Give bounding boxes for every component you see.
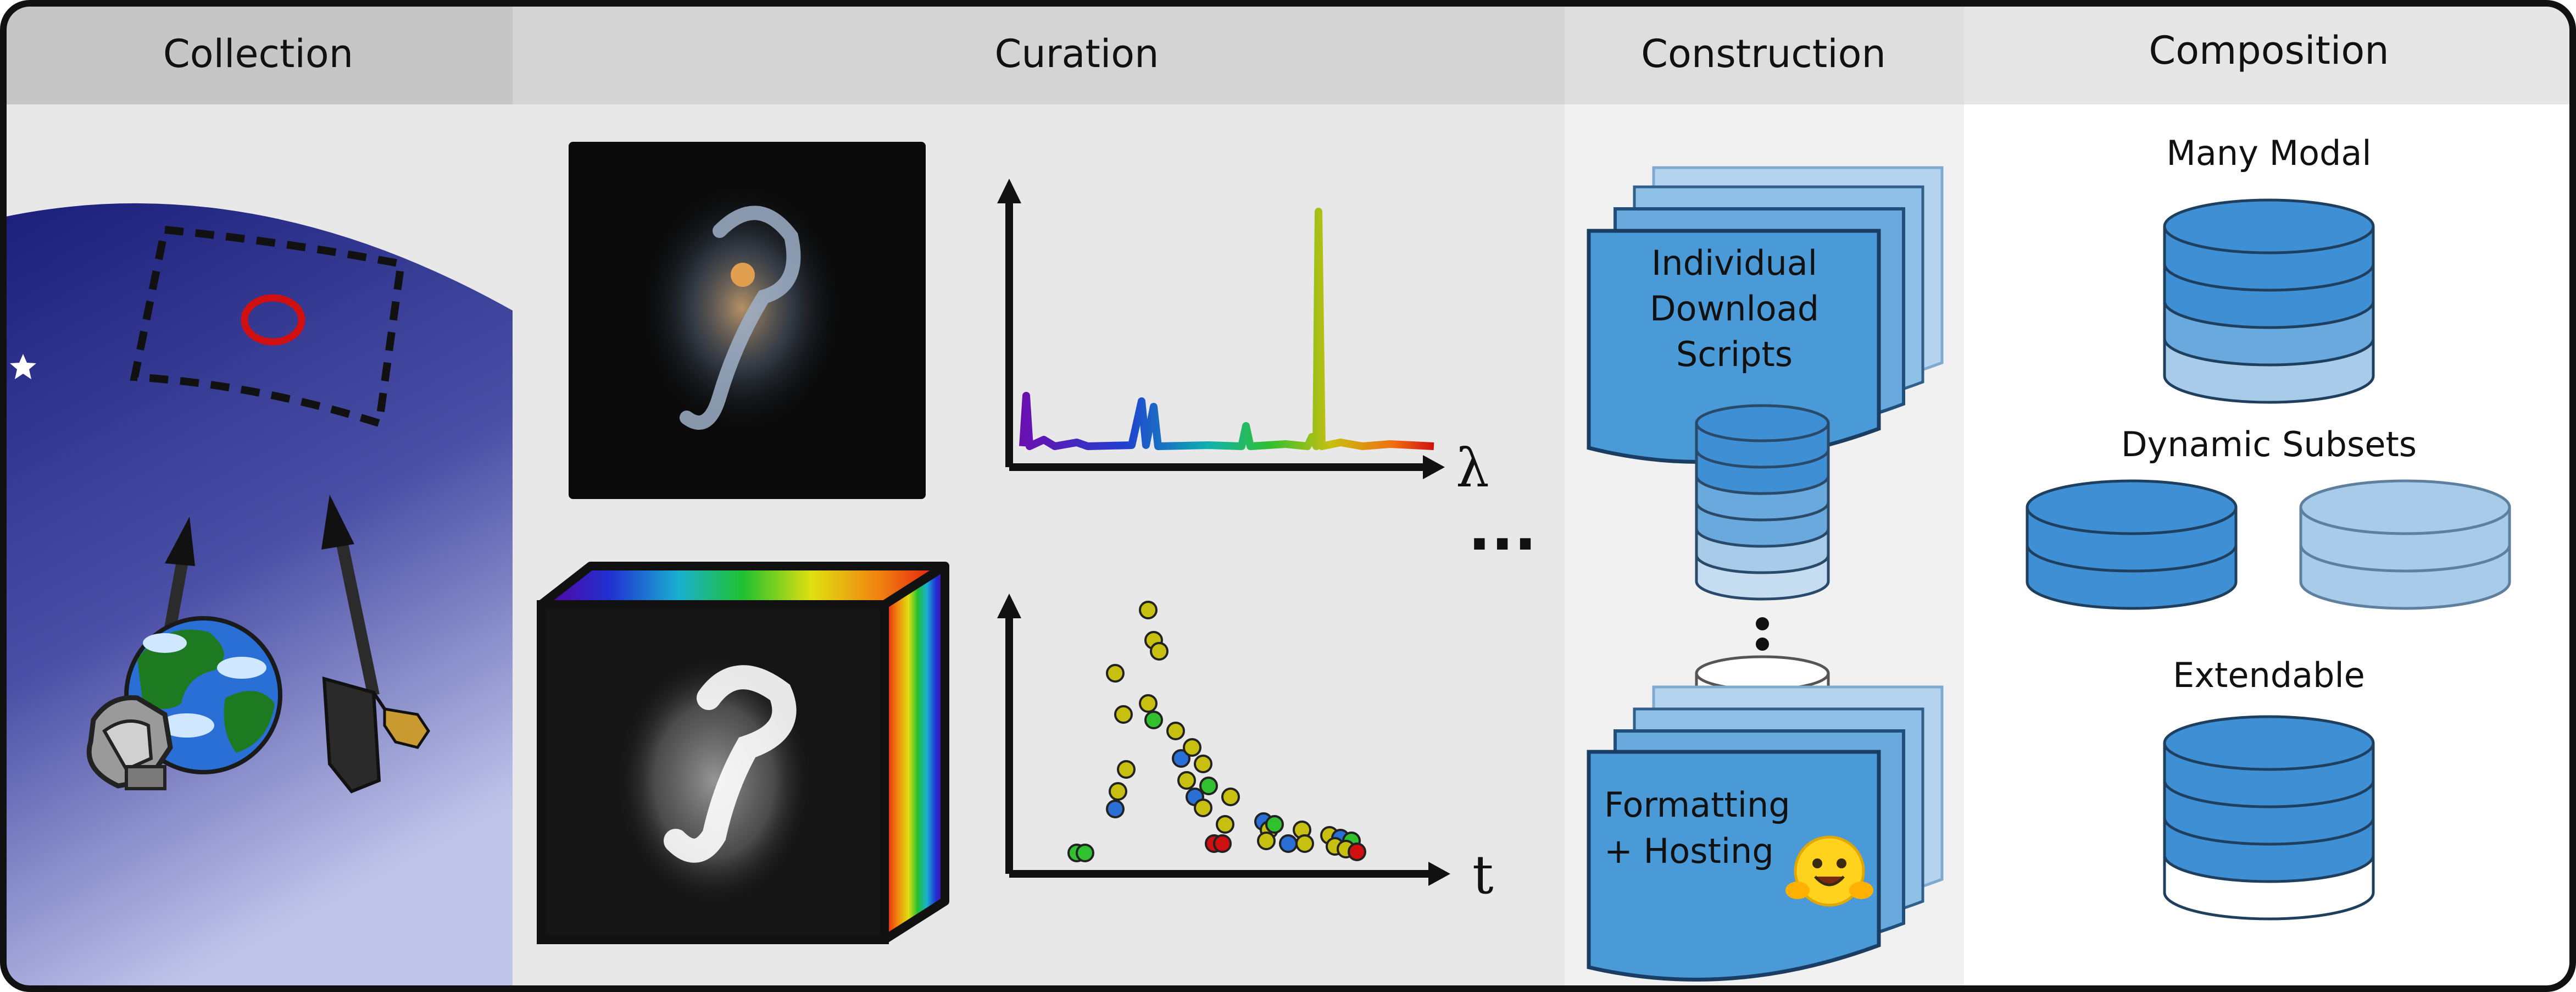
composition-header-bar xyxy=(1964,3,2573,104)
lightcurve-point xyxy=(1177,771,1196,790)
galaxy-image-icon xyxy=(569,142,926,499)
database-disk xyxy=(1695,404,1830,442)
lightcurve-point xyxy=(1257,832,1276,850)
curation-header-bar xyxy=(513,3,1565,104)
lightcurve-plot: t xyxy=(997,594,1494,906)
extendable-database xyxy=(2163,715,2375,921)
lightcurve-point xyxy=(1194,755,1212,773)
many-modal-database xyxy=(2163,198,2375,404)
lightcurve-point xyxy=(1279,834,1298,853)
datacube-icon xyxy=(537,562,949,944)
lightcurve-point xyxy=(1199,777,1218,795)
lightcurve-point xyxy=(1166,722,1185,740)
curation-title: Curation xyxy=(994,31,1159,76)
lightcurve-point xyxy=(1076,844,1094,862)
dynamic-subset-database-a xyxy=(2026,479,2238,610)
ellipsis: ... xyxy=(1468,494,1537,564)
construction-database xyxy=(1695,404,1830,601)
lightcurve-point xyxy=(1117,760,1136,779)
dynamic-subsets-label: Dynamic Subsets xyxy=(2121,424,2417,464)
lightcurve-point xyxy=(1183,738,1201,757)
dynamic-subset-database-b xyxy=(2299,479,2511,610)
lightcurve-point xyxy=(1139,601,1158,619)
scripts-label-line1: Individual xyxy=(1651,243,1817,283)
lightcurve-point xyxy=(1348,843,1366,861)
telescope-ground-icon xyxy=(86,695,173,790)
lightcurve-point xyxy=(1144,711,1163,729)
formatting-label-line2: + Hosting xyxy=(1604,831,1774,871)
lightcurve-point xyxy=(1172,749,1190,768)
scripts-label-line3: Scripts xyxy=(1676,334,1793,374)
extendable-label: Extendable xyxy=(2173,655,2365,695)
download-scripts-stack xyxy=(1587,166,1944,464)
telescope-space-icon xyxy=(322,676,431,794)
spectrum-plot: λ xyxy=(997,179,1489,499)
formatting-label-line1: Formatting xyxy=(1604,785,1790,825)
construction-header-bar xyxy=(1565,3,1964,104)
space-telescope-arrow xyxy=(321,495,380,697)
lightcurve-point xyxy=(1150,642,1169,661)
formatting-front-document xyxy=(1587,750,1881,982)
database-disk xyxy=(2163,715,2375,771)
lightcurve-point xyxy=(1109,782,1127,801)
lightcurve-point xyxy=(1106,800,1125,818)
composition-title: Composition xyxy=(2149,28,2389,73)
construction-title: Construction xyxy=(1641,31,1886,76)
lightcurve-point xyxy=(1295,834,1314,853)
lightcurve-point xyxy=(1216,815,1234,834)
star-icon xyxy=(10,354,36,379)
target-circle xyxy=(241,294,305,346)
lightcurve-point xyxy=(1114,705,1133,724)
spectrum-line xyxy=(1019,208,1434,450)
lightcurve-point xyxy=(1194,799,1212,817)
spectrum-axis-label: λ xyxy=(1456,437,1489,499)
lightcurve-axis-label: t xyxy=(1472,844,1494,906)
database-disk xyxy=(2026,479,2238,535)
many-modal-label: Many Modal xyxy=(2166,133,2371,173)
lightcurve-point xyxy=(1265,815,1284,834)
lightcurve-point xyxy=(1221,788,1240,806)
lightcurve-point xyxy=(1139,694,1158,713)
lightcurve-point xyxy=(1106,664,1125,683)
collection-title: Collection xyxy=(163,31,353,76)
formatting-hosting-stack xyxy=(1587,685,1944,982)
scripts-label-line2: Download xyxy=(1650,289,1819,329)
database-disk xyxy=(2299,479,2511,535)
huggingface-icon xyxy=(1785,835,1873,907)
lightcurve-point xyxy=(1213,834,1232,853)
sky-dome xyxy=(3,203,513,989)
collection-header-bar xyxy=(3,3,513,104)
database-disk xyxy=(2163,198,2375,254)
